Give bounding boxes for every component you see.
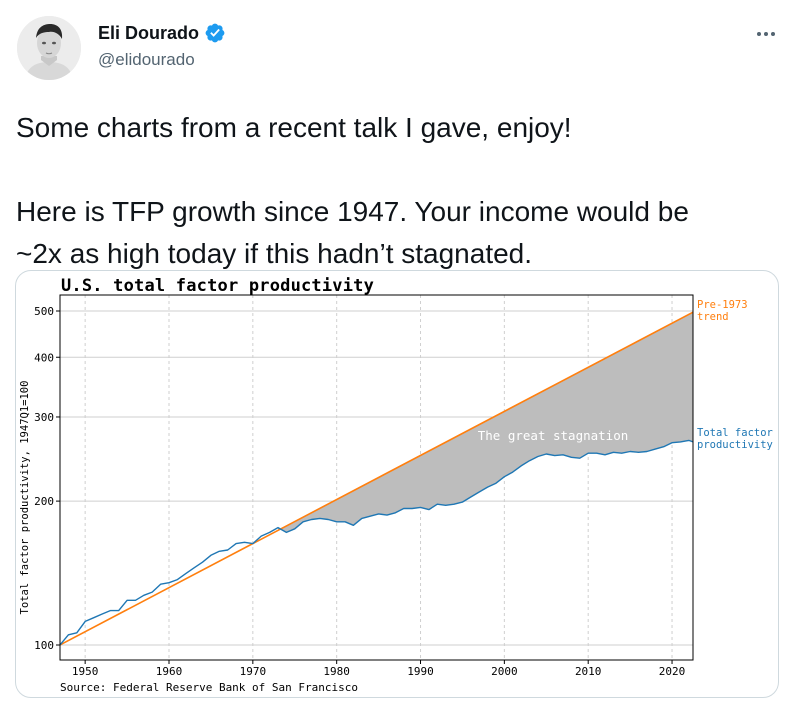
x-tick-label: 1970: [240, 665, 267, 678]
x-tick-label: 2000: [491, 665, 518, 678]
y-tick-label: 400: [34, 351, 54, 364]
plot-frame: [59, 294, 694, 661]
author-handle[interactable]: @elidourado: [98, 50, 195, 69]
author-name: Eli Dourado: [98, 22, 200, 43]
x-tick-label: 2010: [575, 665, 602, 678]
y-tick-label: 100: [34, 639, 54, 652]
trend-series-label: Pre-1973 trend: [697, 299, 748, 323]
x-tick-label: 1950: [72, 665, 99, 678]
y-axis-label: Total factor productivity, 1947Q1=100: [19, 381, 31, 615]
y-tick-label: 300: [34, 411, 54, 424]
more-dots-icon: [757, 32, 775, 36]
x-tick-label: 1960: [156, 665, 183, 678]
tweet-text-line: Some charts from a recent talk I gave, e…: [16, 112, 572, 143]
tfp-chart: 1950 1960 1970 1980 1990 2000 2010 2020 100 200 30…: [19, 294, 773, 694]
trend-series-label-line: trend: [697, 311, 729, 323]
tweet-media-chart[interactable]: 1950 1960 1970 1980 1990 2000 2010 2020 100 200 30…: [15, 270, 779, 698]
more-options-button[interactable]: [752, 22, 780, 46]
y-tick-label: 500: [34, 305, 54, 318]
tfp-series-label-line: Total factor: [697, 427, 773, 439]
x-tick-label: 2020: [659, 665, 686, 678]
verified-badge-icon: [205, 23, 225, 43]
trend-line: [59, 311, 694, 646]
x-tick-label: 1990: [407, 665, 434, 678]
tweet-text-line: Here is TFP growth since 1947. Your inco…: [16, 196, 689, 227]
tfp-series-label: Total factor productivity: [697, 427, 773, 451]
chart-title: U.S. total factor productivity: [61, 276, 375, 296]
author-avatar[interactable]: [17, 16, 81, 80]
x-tick-label: 1980: [323, 665, 350, 678]
author-name-link[interactable]: Eli Dourado: [98, 22, 226, 44]
tweet-text: Some charts from a recent talk I gave, e…: [16, 107, 776, 275]
tfp-line: [59, 439, 694, 646]
tfp-series-label-line: productivity: [697, 439, 773, 451]
tweet-text-line: ~2x as high today if this hadn’t stagnat…: [16, 238, 533, 269]
y-tick-label: 200: [34, 495, 54, 508]
source-note: Source: Federal Reserve Bank of San Fran…: [60, 681, 358, 694]
profile-photo-icon: [17, 16, 81, 80]
stagnation-annotation: The great stagnation: [478, 428, 629, 443]
trend-series-label-line: Pre-1973: [697, 299, 748, 311]
